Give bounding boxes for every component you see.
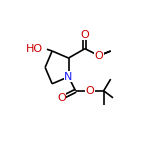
Text: O: O <box>81 30 89 40</box>
Text: HO: HO <box>26 44 43 54</box>
Text: O: O <box>57 93 66 103</box>
Text: O: O <box>85 86 94 96</box>
Text: O: O <box>95 51 103 61</box>
Text: N: N <box>64 72 73 82</box>
Text: HO: HO <box>26 44 43 54</box>
